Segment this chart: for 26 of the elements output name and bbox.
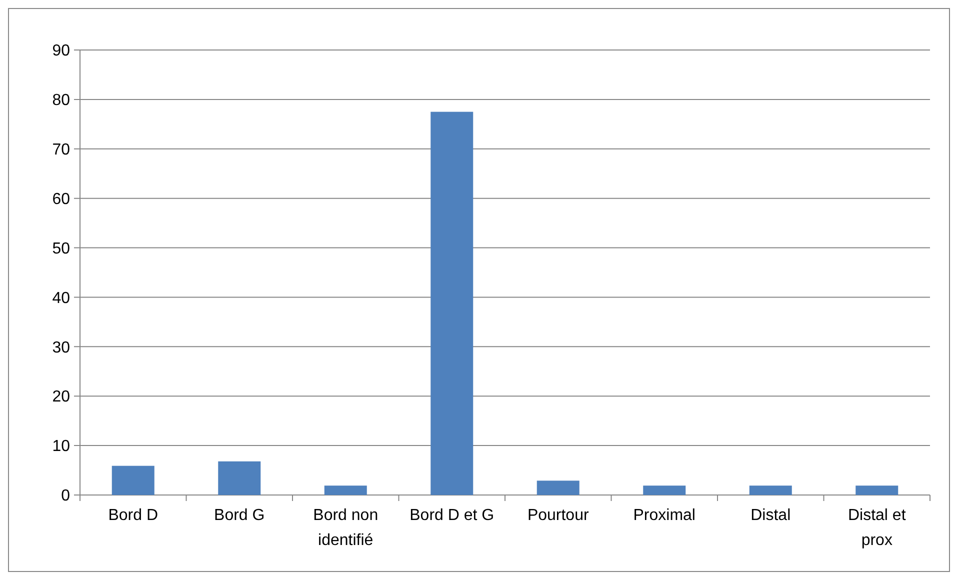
y-tick-label: 30 bbox=[52, 339, 70, 356]
bar bbox=[536, 480, 580, 495]
y-tick-label: 60 bbox=[52, 190, 70, 208]
y-tick-label: 20 bbox=[52, 388, 70, 406]
y-tick-label: 10 bbox=[52, 438, 70, 456]
x-tick-label: Distal bbox=[750, 507, 791, 524]
x-tick-label: Pourtour bbox=[527, 507, 590, 524]
y-tick-label: 70 bbox=[52, 141, 70, 158]
y-tick-label: 0 bbox=[61, 488, 70, 505]
bar bbox=[856, 486, 898, 495]
bar bbox=[749, 486, 792, 495]
x-tick-label: Bord D et G bbox=[410, 507, 494, 524]
x-tick-label: Bord non identifié bbox=[313, 507, 378, 549]
bar bbox=[218, 461, 261, 495]
x-tick-label: Distal et prox bbox=[848, 507, 906, 549]
y-tick-label: 40 bbox=[52, 290, 70, 307]
bar bbox=[324, 486, 367, 495]
x-tick-label: Bord D bbox=[108, 507, 158, 524]
bar bbox=[643, 486, 686, 495]
bar bbox=[430, 112, 474, 495]
y-tick-label: 80 bbox=[52, 92, 70, 110]
x-tick-label: Proximal bbox=[633, 507, 696, 524]
y-tick-label: 90 bbox=[52, 42, 70, 60]
x-tick-label: Bord G bbox=[214, 507, 265, 524]
y-tick-label: 50 bbox=[52, 240, 70, 258]
bar bbox=[112, 466, 154, 495]
